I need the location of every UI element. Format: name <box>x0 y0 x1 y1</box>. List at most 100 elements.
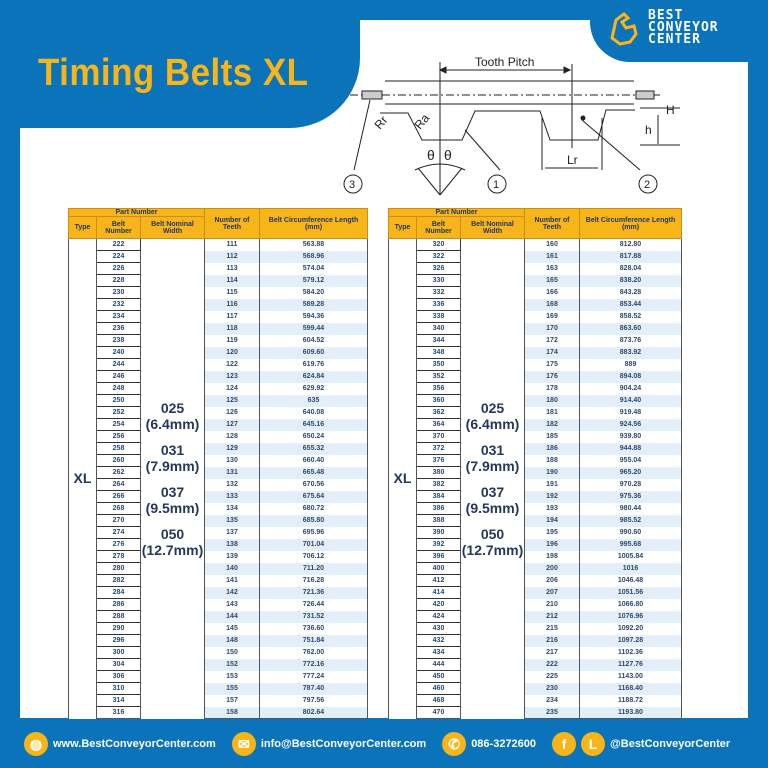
table-row: 304 152 772.16 <box>69 658 368 671</box>
length-cell: 670.56 <box>259 478 368 491</box>
belt-number-cell: 260 <box>96 454 141 467</box>
belt-number-cell: 256 <box>96 430 141 443</box>
teeth-cell: 217 <box>524 646 580 659</box>
table-row: XL 222 025 (6.4mm) 031 (7.9mm) 037 (9.5mm) 050 (1… <box>68 238 368 719</box>
length-cell: 843.28 <box>579 286 682 299</box>
length-cell: 812.80 <box>579 238 682 251</box>
table-row: 228 114 579.12 <box>69 274 368 287</box>
table-row: 306 153 777.24 <box>69 670 368 683</box>
teeth-cell: 160 <box>524 238 580 251</box>
teeth-header: Number of Teeth <box>524 208 580 239</box>
table-row: 444 222 1127.76 <box>389 658 682 671</box>
table-row: 234 117 594.36 <box>69 310 368 323</box>
length-cell: 609.60 <box>259 346 368 359</box>
belt-number-cell: 284 <box>96 586 141 599</box>
teeth-cell: 118 <box>204 322 260 335</box>
callout-3 <box>343 174 363 194</box>
width-mm: (12.7mm) <box>141 541 204 558</box>
belt-number-cell: 250 <box>96 394 141 407</box>
length-cell: 919.48 <box>579 406 682 419</box>
width-mm: (6.4mm) <box>465 415 520 432</box>
title-banner <box>0 0 360 128</box>
teeth-cell: 222 <box>524 658 580 671</box>
belt-number-cell: 432 <box>416 634 461 647</box>
length-cell: 660.40 <box>259 454 368 467</box>
belt-number-cell: 236 <box>96 322 141 335</box>
website-link[interactable]: www.BestConveyorCenter.com <box>53 738 216 750</box>
teeth-cell: 186 <box>524 442 580 455</box>
length-cell: 1046.48 <box>579 574 682 587</box>
belt-number-cell: 344 <box>416 334 461 347</box>
belt-number-cell: 430 <box>416 622 461 635</box>
belt-number-cell: 424 <box>416 610 461 623</box>
facebook-icon[interactable]: f <box>552 732 577 756</box>
length-cell: 965.20 <box>579 466 682 479</box>
email-icon: ✉ <box>231 732 256 756</box>
length-cell: 731.52 <box>259 610 368 623</box>
width-code: 031 <box>160 441 185 458</box>
table-row: 330 165 838.20 <box>389 274 682 287</box>
width-code: 025 <box>480 399 505 416</box>
width-code: 025 <box>160 399 185 416</box>
type-cell: XL <box>388 238 417 719</box>
nominal-width-header: Belt Nominal Width <box>140 216 205 239</box>
length-cell: 599.44 <box>259 322 368 335</box>
length-cell: 1097.28 <box>579 634 682 647</box>
table-row: 278 139 706.12 <box>69 550 368 563</box>
length-cell: 711.20 <box>259 562 368 575</box>
teeth-cell: 192 <box>524 490 580 503</box>
table-row: 238 119 604.52 <box>69 334 368 347</box>
length-cell: 1051.56 <box>579 586 682 599</box>
part-number-header: Part Number <box>68 208 205 217</box>
table-row: 424 212 1076.96 <box>389 610 682 623</box>
table-row: 246 123 624.84 <box>69 370 368 383</box>
belt-number-cell: 244 <box>96 358 141 371</box>
table-row: 286 143 726.44 <box>69 598 368 611</box>
length-cell: 995.68 <box>579 538 682 551</box>
length-cell: 736.60 <box>259 622 368 635</box>
email-link[interactable]: info@BestConveyorCenter.com <box>260 738 427 750</box>
table-row: 396 198 1005.84 <box>389 550 682 563</box>
belt-number-cell: 278 <box>96 550 141 563</box>
length-cell: 640.08 <box>259 406 368 419</box>
belt-number-cell: 450 <box>416 670 461 683</box>
length-cell: 635 <box>259 394 368 407</box>
length-cell: 574.04 <box>259 262 368 275</box>
table-row: 240 120 609.60 <box>69 346 368 359</box>
teeth-cell: 191 <box>524 478 580 491</box>
teeth-cell: 123 <box>204 370 260 383</box>
nominal-width-cell: 025 (6.4mm) 031 (7.9mm) 037 (9.5mm) 050 (12.7mm… <box>460 238 525 719</box>
line-icon[interactable]: L <box>581 732 606 756</box>
teeth-header: Number of Teeth <box>204 208 260 239</box>
table-row: 266 133 675.64 <box>69 490 368 503</box>
length-cell: 624.84 <box>259 370 368 383</box>
length-cell: 604.52 <box>259 334 368 347</box>
length-cell: 894.08 <box>579 370 682 383</box>
teeth-cell: 135 <box>204 514 260 527</box>
phone-number[interactable]: 086-3272600 <box>471 738 537 750</box>
belt-number-cell: 376 <box>416 454 461 467</box>
belt-number-header: Belt Number <box>96 216 141 239</box>
belt-number-cell: 468 <box>416 694 461 707</box>
length-cell: 685.80 <box>259 514 368 527</box>
table-row: 364 182 924.56 <box>389 418 682 431</box>
teeth-cell: 181 <box>524 406 580 419</box>
belt-number-cell: 370 <box>416 430 461 443</box>
length-cell: 787.40 <box>259 682 368 695</box>
teeth-cell: 117 <box>204 310 260 323</box>
length-cell: 1188.72 <box>579 694 682 707</box>
table-row: 384 192 975.36 <box>389 490 682 503</box>
logo-banner <box>590 0 768 62</box>
table-row: 226 113 574.04 <box>69 262 368 275</box>
table-row: 232 116 589.28 <box>69 298 368 311</box>
belt-number-cell: 360 <box>416 394 461 407</box>
table-row: 362 181 919.48 <box>389 406 682 419</box>
social-handle[interactable]: @BestConveyorCenter <box>610 738 731 750</box>
teeth-cell: 194 <box>524 514 580 527</box>
table-row: 310 155 787.40 <box>69 682 368 695</box>
teeth-cell: 131 <box>204 466 260 479</box>
length-header: Belt Circumference Length (mm) <box>579 208 682 239</box>
table-row: 460 230 1168.40 <box>389 682 682 695</box>
teeth-cell: 130 <box>204 454 260 467</box>
teeth-cell: 140 <box>204 562 260 575</box>
